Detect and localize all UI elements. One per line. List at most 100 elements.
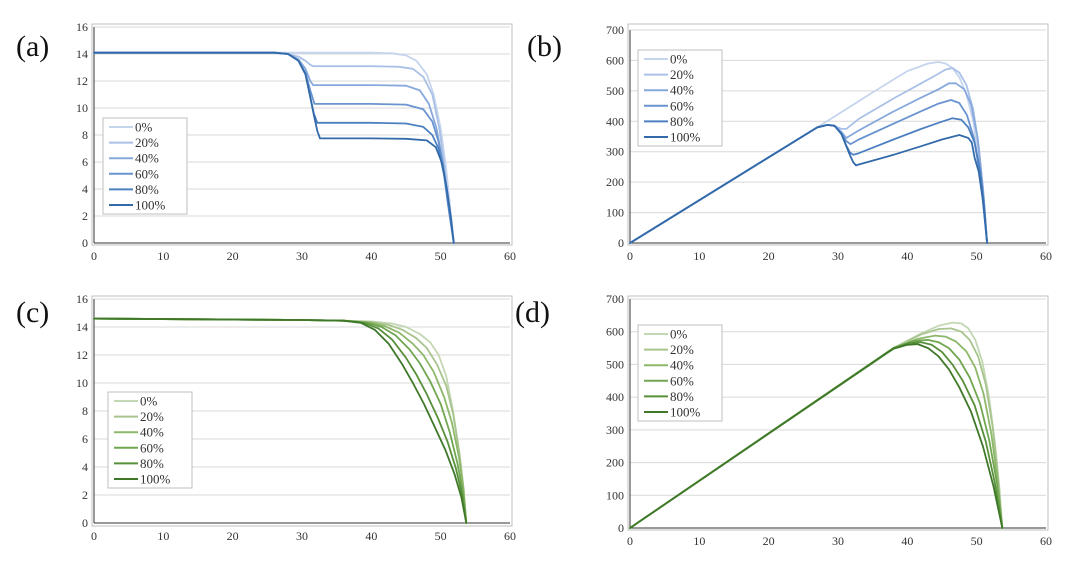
series-line-5 (93, 51, 455, 244)
y-tick-label: 100 (606, 488, 624, 502)
y-tick-label: 8 (82, 404, 88, 418)
legend-entry: 20% (670, 342, 694, 357)
panel-label: (a) (16, 30, 49, 63)
x-tick-label: 50 (971, 249, 983, 263)
legend: 0%20%40%60%80%100% (107, 391, 193, 489)
y-tick-label: 4 (82, 182, 88, 196)
x-tick-label: 30 (296, 249, 308, 263)
series-line-5 (93, 317, 468, 524)
y-tick-label: 10 (76, 376, 88, 390)
x-tick-label: 20 (763, 249, 775, 263)
x-tick-label: 60 (504, 249, 516, 263)
x-tick-label: 30 (832, 534, 844, 548)
x-tick-label: 10 (693, 249, 705, 263)
legend-entry: 20% (670, 67, 694, 82)
x-tick-label: 50 (971, 534, 983, 548)
legend-entry: 100% (670, 130, 701, 145)
y-tick-label: 0 (618, 236, 624, 250)
x-tick-label: 20 (763, 534, 775, 548)
legend-box (637, 324, 723, 422)
y-tick-label: 12 (76, 74, 88, 88)
y-tick-label: 700 (606, 292, 624, 306)
y-tick-label: 0 (618, 521, 624, 535)
legend-entry: 80% (670, 114, 694, 129)
legend: 0%20%40%60%80%100% (637, 49, 723, 147)
y-tick-label: 16 (76, 20, 88, 34)
x-tick-label: 20 (227, 249, 239, 263)
y-tick-label: 0 (82, 516, 88, 530)
legend-box (102, 117, 188, 215)
legend-entry: 60% (140, 440, 164, 455)
legend: 0%20%40%60%80%100% (102, 117, 188, 215)
legend-entry: 20% (140, 409, 164, 424)
y-tick-label: 14 (76, 320, 88, 334)
series-line-0 (629, 61, 988, 244)
y-tick-label: 2 (82, 209, 88, 223)
x-tick-label: 0 (627, 249, 633, 263)
x-tick-label: 40 (901, 534, 913, 548)
y-tick-label: 100 (606, 206, 624, 220)
series-line-5 (629, 343, 1004, 529)
x-tick-label: 40 (365, 529, 377, 543)
x-tick-label: 40 (365, 249, 377, 263)
x-tick-label: 0 (91, 249, 97, 263)
legend-entry: 60% (670, 98, 694, 113)
y-tick-label: 700 (606, 23, 624, 37)
x-tick-label: 60 (1040, 249, 1052, 263)
legend-entry: 60% (670, 373, 694, 388)
legend-entry: 40% (670, 83, 694, 98)
legend-entry: 40% (135, 151, 159, 166)
x-tick-label: 30 (832, 249, 844, 263)
legend-entry: 100% (670, 405, 701, 420)
legend-entry: 40% (670, 358, 694, 373)
legend-entry: 80% (135, 182, 159, 197)
y-tick-label: 400 (606, 114, 624, 128)
legend-entry: 0% (135, 120, 153, 135)
y-tick-label: 200 (606, 175, 624, 189)
y-tick-label: 16 (76, 292, 88, 306)
chart-panel-b: 0 100 200 300 400 500 600 700 0 10 20 30 40 50 60 0%20%… (527, 23, 1052, 263)
y-tick-label: 10 (76, 101, 88, 115)
x-tick-label: 60 (1040, 534, 1052, 548)
legend: 0%20%40%60%80%100% (637, 324, 723, 422)
y-tick-label: 600 (606, 53, 624, 67)
series-line-1 (93, 51, 455, 244)
panel-label: (c) (16, 296, 49, 329)
y-tick-label: 6 (82, 432, 88, 446)
x-tick-label: 10 (157, 249, 169, 263)
y-tick-label: 600 (606, 325, 624, 339)
y-tick-label: 500 (606, 84, 624, 98)
y-tick-label: 500 (606, 357, 624, 371)
legend-entry: 80% (140, 456, 164, 471)
y-tick-label: 300 (606, 145, 624, 159)
y-tick-label: 300 (606, 423, 624, 437)
legend-entry: 100% (140, 472, 171, 487)
x-tick-label: 0 (627, 534, 633, 548)
y-tick-label: 14 (76, 47, 88, 61)
x-tick-label: 50 (435, 249, 447, 263)
y-tick-label: 6 (82, 155, 88, 169)
legend-entry: 0% (140, 394, 158, 409)
legend-entry: 80% (670, 389, 694, 404)
y-tick-label: 200 (606, 456, 624, 470)
x-tick-label: 0 (91, 529, 97, 543)
y-tick-label: 4 (82, 460, 88, 474)
panel-label: (b) (527, 30, 562, 63)
series-line-1 (629, 327, 1004, 529)
chart-panel-d: 0 100 200 300 400 500 600 700 0 10 20 30 40 50 60 0%20%… (515, 292, 1052, 548)
x-tick-label: 60 (504, 529, 516, 543)
legend-entry: 20% (135, 135, 159, 150)
x-tick-label: 40 (901, 249, 913, 263)
y-tick-label: 8 (82, 128, 88, 142)
series-line-0 (93, 51, 455, 244)
legend-entry: 0% (670, 52, 688, 67)
x-tick-label: 20 (227, 529, 239, 543)
x-tick-label: 10 (693, 534, 705, 548)
y-tick-label: 400 (606, 390, 624, 404)
chart-panel-c: 0 2 4 6 8 10 12 14 16 0 10 20 30 40 50 60 0%20%40%60%80%… (16, 292, 516, 543)
panel-label: (d) (515, 296, 550, 329)
x-tick-label: 10 (157, 529, 169, 543)
x-tick-label: 30 (296, 529, 308, 543)
series-line-4 (629, 341, 1004, 529)
